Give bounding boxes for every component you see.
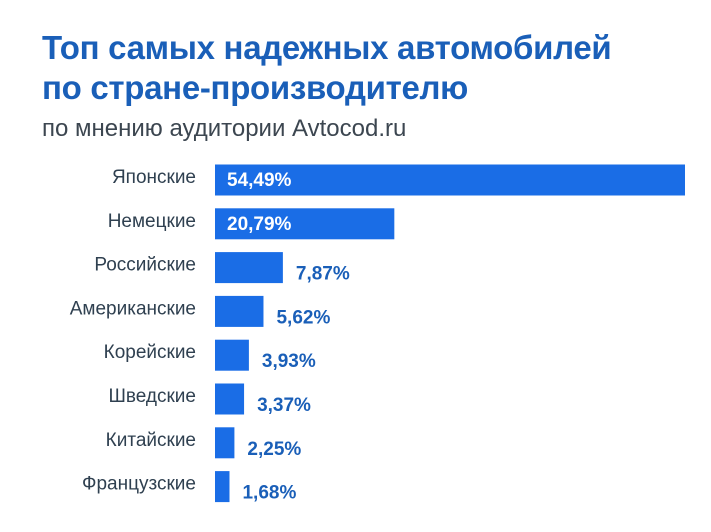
value-label: 7,87% xyxy=(296,264,350,285)
value-label: 2,25% xyxy=(247,439,301,460)
value-label: 1,68% xyxy=(242,483,296,504)
value-label: 20,79% xyxy=(227,214,292,235)
bar xyxy=(215,427,235,459)
chart-title: Топ самых надежных автомобилей по стране… xyxy=(42,28,692,108)
chart-title-line-1: Топ самых надежных автомобилей xyxy=(42,29,612,66)
bar xyxy=(215,383,245,415)
value-label: 5,62% xyxy=(276,307,330,328)
category-label: Китайские xyxy=(106,430,196,451)
chart-subtitle: по мнению аудитории Avtocod.ru xyxy=(42,115,407,142)
category-label: Американские xyxy=(70,298,196,319)
value-label: 3,93% xyxy=(262,351,316,372)
category-label: Российские xyxy=(94,255,196,276)
value-label: 3,37% xyxy=(257,395,311,416)
bar xyxy=(215,252,283,284)
category-label: Французские xyxy=(82,474,196,495)
bar xyxy=(215,295,264,327)
chart-header: Топ самых надежных автомобилей по стране… xyxy=(42,28,692,144)
value-label: 54,49% xyxy=(227,170,292,191)
bar-chart: Японские 54,49% Немецкие 20,79% Российские 7,… xyxy=(70,164,685,504)
bar xyxy=(215,208,395,240)
category-label: Немецкие xyxy=(108,211,196,232)
bar xyxy=(215,164,685,196)
category-label: Корейские xyxy=(104,342,196,363)
bar xyxy=(215,471,230,503)
category-label: Шведские xyxy=(108,386,196,407)
bar xyxy=(215,339,249,371)
category-label: Японские xyxy=(112,167,196,188)
chart-title-line-2: по стране-производителю xyxy=(42,69,469,106)
